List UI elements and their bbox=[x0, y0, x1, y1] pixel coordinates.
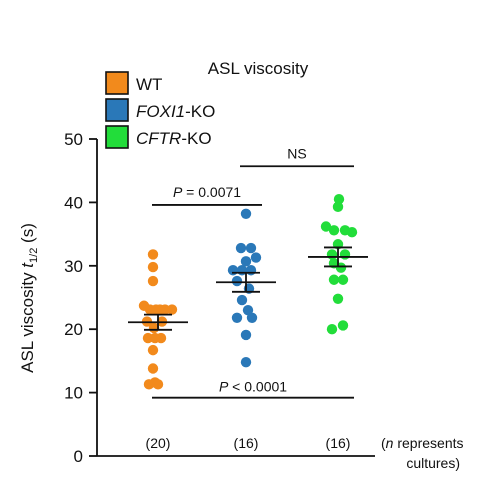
chart-title: ASL viscosity bbox=[208, 59, 309, 78]
data-point bbox=[147, 249, 159, 260]
n-note-line2: cultures) bbox=[406, 455, 460, 471]
n-label: (16) bbox=[234, 435, 259, 451]
data-point bbox=[328, 274, 340, 285]
n-label: (16) bbox=[326, 435, 351, 451]
mean-sem-bar bbox=[308, 246, 368, 268]
data-point bbox=[152, 379, 164, 390]
data-point bbox=[250, 252, 262, 263]
data-point bbox=[339, 249, 351, 260]
legend-swatch bbox=[105, 98, 129, 122]
data-point bbox=[326, 324, 338, 335]
data-point bbox=[147, 275, 159, 287]
y-tick-label: 30 bbox=[64, 257, 83, 276]
data-point bbox=[326, 249, 338, 260]
data-point bbox=[337, 320, 349, 331]
significance-annotations: P = 0.0071 NS P < 0.0001 bbox=[152, 145, 354, 399]
significance-label: P < 0.0001 bbox=[219, 379, 287, 395]
x-axis: (20) (16) (16) (n represents cultures) bbox=[97, 435, 464, 471]
legend-label: WT bbox=[136, 75, 162, 94]
data-point bbox=[240, 329, 252, 341]
mean-sem-bar bbox=[128, 313, 188, 331]
data-point bbox=[320, 221, 332, 232]
data-point bbox=[147, 363, 159, 374]
y-tick-label: 20 bbox=[64, 320, 83, 339]
data-point bbox=[235, 242, 247, 254]
data-point bbox=[332, 201, 344, 213]
data-point bbox=[245, 242, 257, 254]
data-point bbox=[346, 226, 358, 238]
data-point bbox=[332, 293, 344, 304]
y-axis: 0 10 20 30 40 50 ASL viscosity t1/2 (s) bbox=[18, 130, 98, 466]
data-point bbox=[227, 265, 239, 276]
y-tick-label: 40 bbox=[64, 193, 83, 212]
significance-label: NS bbox=[287, 145, 306, 161]
y-ticks: 0 10 20 30 40 50 bbox=[64, 130, 97, 466]
data-point bbox=[147, 261, 159, 273]
data-point bbox=[166, 304, 178, 315]
data-point bbox=[328, 225, 340, 236]
n-note-line1: (n represents bbox=[381, 435, 464, 451]
data-point bbox=[246, 312, 258, 323]
data-point bbox=[333, 194, 345, 205]
legend-swatch bbox=[105, 71, 129, 95]
data-point bbox=[155, 332, 167, 344]
y-tick-label: 10 bbox=[64, 384, 83, 403]
mean-sem-bars bbox=[128, 246, 368, 331]
data-point bbox=[242, 304, 254, 316]
y-axis-label: ASL viscosity t1/2 (s) bbox=[18, 223, 40, 373]
data-point bbox=[240, 356, 252, 368]
data-point bbox=[231, 275, 243, 287]
data-points bbox=[138, 194, 358, 390]
data-point bbox=[236, 294, 248, 306]
legend-label: CFTR-KO bbox=[136, 129, 212, 148]
data-point bbox=[147, 344, 159, 356]
legend: WT FOXI1-KO CFTR-KO bbox=[105, 71, 215, 149]
data-point bbox=[231, 312, 243, 323]
n-labels: (20) (16) (16) bbox=[146, 435, 351, 451]
mean-sem-bar bbox=[216, 271, 276, 293]
n-label: (20) bbox=[146, 435, 171, 451]
data-point bbox=[240, 256, 252, 267]
y-tick-label: 0 bbox=[74, 447, 83, 466]
significance-label: P = 0.0071 bbox=[173, 184, 241, 200]
data-point bbox=[240, 208, 252, 220]
legend-label: FOXI1-KO bbox=[136, 102, 215, 121]
legend-swatch bbox=[105, 125, 129, 149]
data-point bbox=[245, 265, 257, 276]
y-tick-label: 50 bbox=[64, 130, 83, 149]
data-point bbox=[337, 274, 349, 285]
